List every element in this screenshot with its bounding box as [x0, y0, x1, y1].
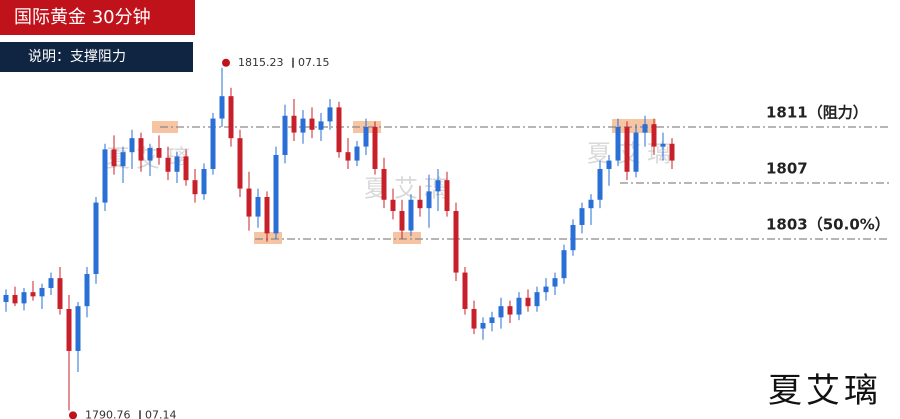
- candle-body: [489, 317, 495, 323]
- candle-body: [84, 273, 90, 307]
- candle-body: [642, 124, 648, 133]
- candle-body: [66, 308, 72, 351]
- candle-body: [192, 180, 198, 195]
- extreme-value: 1790.76: [85, 408, 131, 419]
- candle-body: [318, 121, 324, 130]
- candle-body: [354, 146, 360, 161]
- candle-body: [210, 118, 216, 169]
- candle-body: [426, 191, 432, 209]
- level-label: 1807: [766, 159, 808, 177]
- candle-body: [390, 199, 396, 211]
- candle-body: [183, 156, 189, 181]
- candle-body: [300, 118, 306, 133]
- candle-body: [633, 132, 639, 172]
- candle-body: [417, 199, 423, 209]
- highlight: [393, 232, 421, 244]
- candle-body: [237, 138, 243, 189]
- candle-body: [606, 160, 612, 169]
- subtitle-box: [0, 42, 193, 72]
- candle-body: [399, 210, 405, 231]
- candle-body: [57, 278, 63, 309]
- candle-body: [93, 202, 99, 274]
- candle-body: [525, 297, 531, 307]
- candle-body: [174, 156, 180, 172]
- candle-body: [651, 124, 657, 147]
- candle-body: [498, 306, 504, 318]
- candle-body: [615, 126, 621, 161]
- candle-body: [444, 180, 450, 211]
- extreme-date: 07.15: [298, 56, 330, 69]
- candle-body: [516, 297, 522, 315]
- candle-body: [336, 107, 342, 153]
- candle-body: [480, 322, 486, 329]
- candle-body: [12, 294, 18, 304]
- candle-body: [345, 152, 351, 161]
- extreme-value: 1815.23: [238, 56, 284, 69]
- extreme-date: 07.14: [145, 408, 177, 419]
- candle-body: [120, 152, 126, 167]
- candle-body: [291, 115, 297, 133]
- candle-body: [660, 143, 666, 147]
- title-box: [0, 0, 195, 35]
- candle-body: [579, 208, 585, 225]
- candle-body: [102, 149, 108, 203]
- candle-body: [48, 278, 54, 288]
- candle-body: [111, 149, 117, 167]
- chart-subtitle: 说明：支撑阻力: [28, 49, 126, 65]
- candle-body: [669, 143, 675, 161]
- candle-body: [507, 306, 513, 315]
- candle-body: [39, 287, 45, 297]
- candle-body: [372, 126, 378, 169]
- candle-body: [588, 199, 594, 209]
- candle-body: [75, 306, 81, 351]
- candle-body: [453, 210, 459, 273]
- candle-body: [129, 138, 135, 153]
- candle-body: [471, 308, 477, 329]
- candle-body: [561, 250, 567, 279]
- candle-body: [534, 292, 540, 307]
- candle-body: [273, 154, 279, 234]
- candle-body: [327, 107, 333, 122]
- candle-body: [552, 278, 558, 287]
- candle-body: [201, 168, 207, 195]
- level-label: 1803（50.0%）: [766, 215, 890, 233]
- candle-body: [228, 96, 234, 139]
- candle-body: [597, 168, 603, 200]
- candle-body: [408, 199, 414, 231]
- candle-body: [255, 196, 261, 217]
- candle-body: [543, 286, 549, 293]
- candle-body: [246, 188, 252, 217]
- chart-title: 国际黄金 30分钟: [14, 7, 151, 28]
- candle-body: [21, 292, 27, 304]
- candle-body: [381, 168, 387, 200]
- candle-body: [570, 224, 576, 251]
- candle-body: [462, 272, 468, 309]
- candle-body: [435, 180, 441, 192]
- candle-body: [156, 147, 162, 158]
- extreme-dot: [69, 411, 77, 419]
- extreme-dot: [222, 58, 230, 67]
- candle-body: [138, 138, 144, 161]
- candle-body: [147, 147, 153, 161]
- level-label: 1811（阻力）: [766, 103, 868, 121]
- candle-body: [624, 126, 630, 172]
- candle-body: [264, 196, 270, 234]
- candle-body: [30, 292, 36, 297]
- candle-body: [309, 118, 315, 130]
- candle-body: [219, 96, 225, 119]
- candle-body: [282, 115, 288, 155]
- candle-body: [165, 157, 171, 172]
- highlight: [254, 232, 282, 244]
- candle-body: [3, 294, 9, 302]
- candle-body: [363, 126, 369, 147]
- watermark: 夏艾璃: [364, 175, 454, 203]
- signature: 夏艾璃: [768, 371, 882, 411]
